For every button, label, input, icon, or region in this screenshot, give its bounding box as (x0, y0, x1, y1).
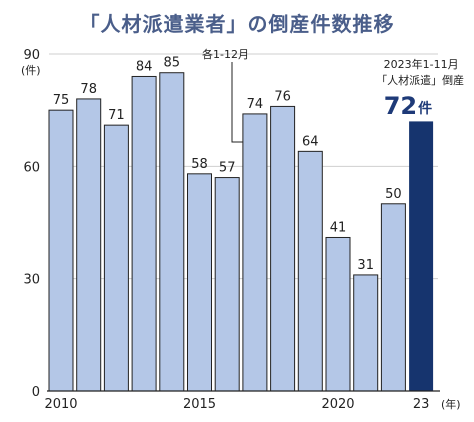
chart-title: 「人材派遣業者」の倒産件数推移 (79, 12, 395, 36)
x-tick-label: 2015 (183, 397, 216, 412)
bar (242, 113, 268, 392)
x-tick-label: 2010 (44, 397, 77, 412)
bar-value-label: 57 (219, 161, 236, 176)
bar-value-label: 76 (274, 89, 291, 104)
bar (270, 105, 296, 392)
y-unit-label: (件) (21, 64, 41, 77)
highlight-unit: 件 (418, 100, 432, 117)
bar-note: 各1-12月 (202, 47, 249, 61)
bar (187, 173, 212, 392)
bar-value-label: 78 (80, 82, 97, 97)
bar (103, 124, 129, 392)
bar-value-label: 31 (357, 258, 374, 273)
highlight-value: 72 (384, 92, 417, 120)
bar-value-label: 85 (164, 56, 181, 71)
y-tick-label: 90 (23, 48, 40, 63)
bar-highlight (409, 121, 434, 392)
bar (159, 72, 185, 392)
bar (380, 203, 406, 392)
bar (214, 177, 240, 392)
highlight-period: 2023年1-11月 (384, 57, 459, 71)
bar-value-label: 75 (53, 93, 70, 108)
bar-value-label: 58 (191, 157, 208, 172)
bar-value-label: 74 (247, 97, 264, 112)
bar (131, 75, 157, 392)
bar (353, 274, 379, 392)
bar-value-label: 84 (136, 59, 153, 74)
highlight-label: 「人材派遣」倒産 (376, 73, 464, 87)
y-tick-label: 30 (23, 273, 40, 288)
bar-value-label: 71 (108, 108, 125, 123)
bar-value-label: 41 (330, 220, 347, 235)
y-tick-label: 60 (23, 160, 40, 175)
bar (325, 236, 351, 392)
x-unit-label: (年) (441, 397, 461, 411)
y-tick-label: 0 (32, 385, 40, 400)
bar-note-leader (231, 62, 243, 143)
x-tick-label: 2020 (321, 397, 354, 412)
bar (48, 109, 74, 392)
bar-value-label: 50 (385, 187, 402, 202)
x-tick-label: 23 (413, 397, 430, 412)
bar (297, 150, 323, 392)
bar (76, 98, 102, 392)
bar-value-label: 64 (302, 134, 319, 149)
